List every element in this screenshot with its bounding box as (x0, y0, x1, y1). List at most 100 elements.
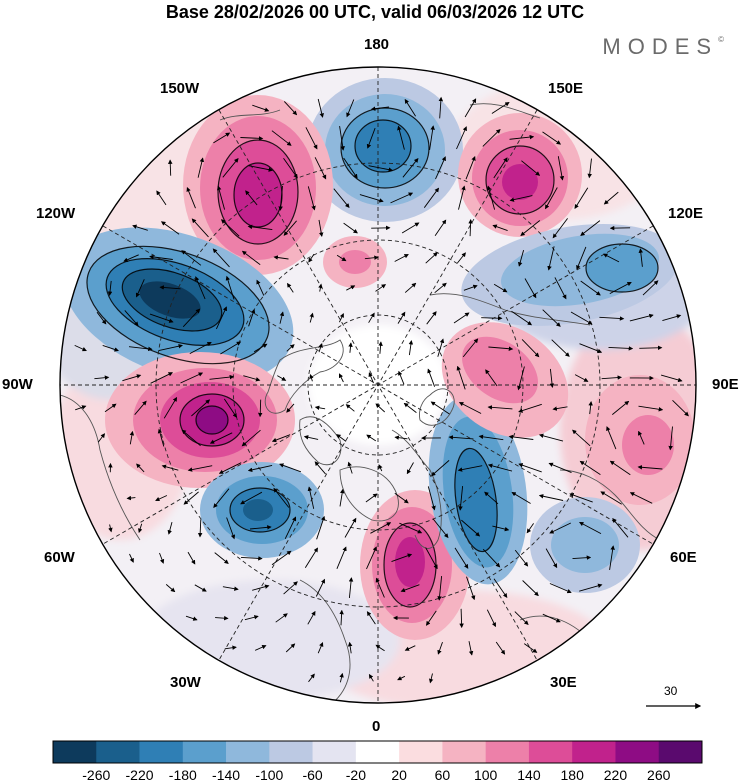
wind-vector (391, 553, 413, 563)
wind-vector (305, 127, 318, 150)
wind-vector (485, 369, 498, 387)
wind-vector (399, 522, 423, 534)
wind-vector (557, 156, 565, 181)
wind-vector (161, 464, 179, 471)
wind-vector (401, 222, 420, 234)
wind-vector (408, 340, 414, 356)
wind-vector (187, 465, 213, 472)
wind-vector (454, 547, 469, 569)
wind-vector (241, 429, 261, 447)
wind-vector (431, 460, 450, 477)
lon-label-120w: 120W (36, 205, 76, 222)
wind-vector (343, 157, 358, 179)
wind-vector (511, 310, 533, 326)
wind-vector (249, 525, 272, 530)
colorbar-swatch (139, 741, 184, 763)
wind-vector (629, 492, 653, 504)
wind-vector (165, 584, 176, 593)
wind-vector (493, 157, 508, 179)
wind-vector (434, 282, 447, 294)
wind-vector (191, 218, 209, 238)
wind-vector (304, 547, 318, 569)
wind-vector (366, 434, 377, 442)
wind-vector (427, 368, 436, 387)
wind-vector (149, 254, 173, 260)
wind-vector (107, 280, 113, 296)
colorbar-tick-label: -100 (255, 767, 284, 783)
wind-vector (185, 615, 198, 621)
lon-label-60e: 60E (670, 549, 697, 566)
wind-vector (576, 246, 587, 270)
wind-vector (308, 253, 315, 263)
wind-vector (307, 610, 316, 625)
wind-vector (122, 374, 142, 382)
wind-vector (167, 159, 173, 176)
wind-vector (183, 491, 199, 505)
wind-vectors (74, 96, 689, 684)
map-title: Base 28/02/2026 00 UTC, valid 06/03/2026… (165, 2, 585, 22)
colorbar-tick-label: 60 (434, 767, 451, 783)
wind-vector (248, 165, 274, 172)
wind-vector (368, 673, 374, 682)
wind-vector (309, 373, 314, 382)
wind-vector (457, 465, 483, 472)
wind-vector (542, 131, 562, 145)
wind-vector (438, 96, 444, 119)
wind-vector (570, 311, 593, 325)
colorbar-tick-label: -20 (345, 767, 366, 783)
colorbar-swatch (269, 741, 313, 763)
wind-vector (212, 248, 230, 268)
wind-vector (214, 552, 229, 564)
wind-vector (316, 515, 326, 540)
wind-vector (273, 487, 290, 508)
brand-copyright: © (718, 35, 724, 44)
wind-vector (493, 578, 508, 598)
wind-vector (456, 365, 466, 390)
wind-vector (368, 372, 374, 384)
colorbar-swatch (485, 741, 530, 763)
wind-vector (448, 435, 474, 440)
wind-vector (134, 400, 147, 415)
colorbar-swatch (442, 741, 486, 763)
wind-vector (375, 577, 385, 598)
wind-vector (271, 434, 291, 443)
wind-vector (365, 493, 378, 503)
wind-vector (347, 641, 353, 654)
wind-vector (486, 609, 496, 628)
wind-vector (463, 284, 478, 291)
wind-vector (287, 282, 294, 293)
wind-vector (333, 188, 350, 208)
wind-vector (552, 218, 568, 239)
colorbar-frame (52, 740, 703, 764)
wind-vector (580, 280, 601, 296)
anomaly-central-asia-high (585, 375, 695, 505)
wind-vector (629, 313, 654, 322)
modes-logo: MODES© (602, 34, 724, 60)
wind-vector (459, 608, 464, 629)
wind-vector (159, 552, 165, 564)
wind-vector (75, 405, 87, 411)
wind-vector (602, 253, 620, 263)
wind-vector (348, 577, 354, 599)
wind-vector (187, 551, 196, 565)
wind-vector (197, 519, 203, 538)
wind-vector (278, 185, 283, 211)
wind-vector (458, 486, 464, 511)
longitude-lines (60, 67, 696, 703)
wind-vector (318, 219, 324, 237)
colorbar-tick-label: -140 (212, 767, 241, 783)
map-boundary (59, 66, 697, 704)
wind-vector (425, 610, 437, 626)
wind-vector (495, 641, 506, 655)
wind-vector (427, 486, 436, 511)
wind-vector (339, 672, 344, 683)
wind-vector (345, 404, 355, 412)
wind-vector (102, 344, 119, 352)
lon-label-0: 0 (372, 718, 381, 735)
wind-vector (520, 220, 541, 237)
wind-vector (307, 486, 315, 509)
wind-vector (252, 104, 270, 112)
wind-vector (599, 316, 625, 321)
wind-vector (314, 461, 326, 475)
wind-vector (639, 345, 663, 351)
